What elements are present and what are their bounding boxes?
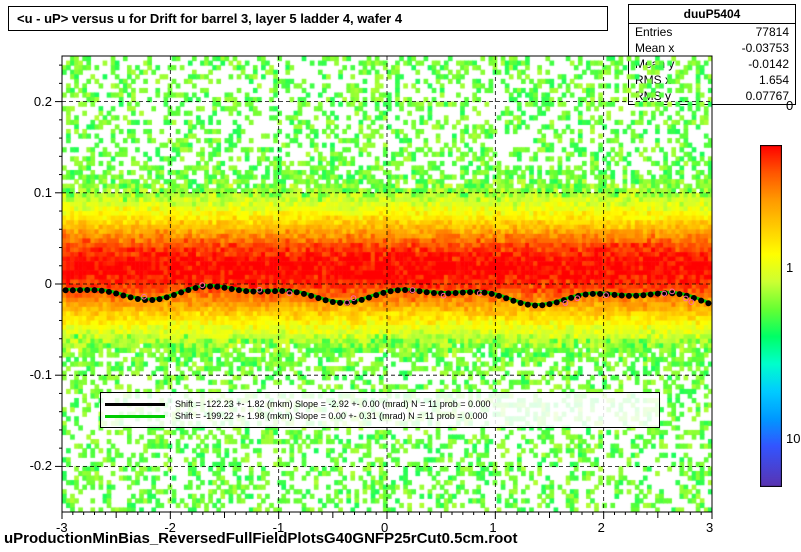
x-tick-label: -1 (273, 520, 285, 535)
stray-zero-label: 0 (786, 98, 793, 113)
stats-rmsx: 1.654 (759, 73, 789, 87)
heatmap-canvas (62, 56, 712, 512)
stats-entries: 77814 (756, 25, 789, 39)
stats-meanx: -0.03753 (742, 41, 789, 55)
legend-line-swatch (105, 403, 165, 406)
x-tick-label: 1 (489, 520, 496, 535)
stats-entries-label: Entries (635, 25, 672, 39)
stats-histname: duuP5404 (629, 5, 795, 24)
stats-meany: -0.0142 (748, 57, 789, 71)
stats-meanx-label: Mean x (635, 41, 674, 55)
colorbar-tick-label: 10 (786, 431, 800, 446)
x-tick-label: 3 (706, 520, 713, 535)
x-tick-label: -3 (56, 520, 68, 535)
legend-row: Shift = -199.22 +- 1.98 (mkm) Slope = 0.… (105, 411, 655, 421)
colorbar (760, 145, 782, 487)
bottom-caption: uProductionMinBias_ReversedFullFieldPlot… (4, 530, 517, 547)
x-tick-label: 2 (598, 520, 605, 535)
plot-title-box: <u - uP> versus u for Drift for barrel 3… (8, 6, 608, 31)
colorbar-tick-label: 1 (786, 260, 793, 275)
y-tick-label: 0.2 (34, 94, 52, 109)
legend-text: Shift = -199.22 +- 1.98 (mkm) Slope = 0.… (175, 411, 488, 421)
y-tick-label: 0.1 (34, 185, 52, 200)
y-tick-label: -0.2 (30, 458, 52, 473)
fit-legend: Shift = -122.23 +- 1.82 (mkm) Slope = -2… (100, 392, 660, 428)
stats-rmsy: 0.07767 (746, 89, 789, 103)
y-tick-label: 0 (45, 276, 52, 291)
y-tick-label: -0.1 (30, 367, 52, 382)
x-tick-label: 0 (381, 520, 388, 535)
x-tick-label: -2 (164, 520, 176, 535)
plot-title: <u - uP> versus u for Drift for barrel 3… (17, 11, 402, 26)
legend-text: Shift = -122.23 +- 1.82 (mkm) Slope = -2… (175, 399, 491, 409)
legend-row: Shift = -122.23 +- 1.82 (mkm) Slope = -2… (105, 399, 655, 409)
legend-line-swatch (105, 415, 165, 418)
